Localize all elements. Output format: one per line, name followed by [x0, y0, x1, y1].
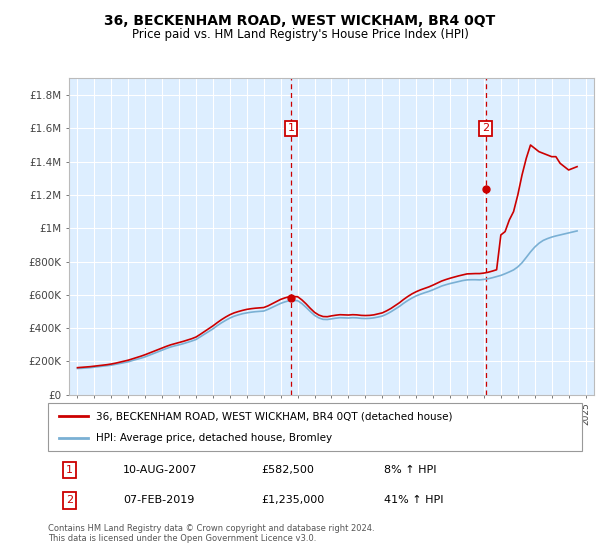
Text: 10-AUG-2007: 10-AUG-2007	[123, 465, 197, 475]
Text: £1,235,000: £1,235,000	[262, 496, 325, 506]
Text: 36, BECKENHAM ROAD, WEST WICKHAM, BR4 0QT (detached house): 36, BECKENHAM ROAD, WEST WICKHAM, BR4 0Q…	[96, 411, 452, 421]
Text: 36, BECKENHAM ROAD, WEST WICKHAM, BR4 0QT: 36, BECKENHAM ROAD, WEST WICKHAM, BR4 0Q…	[104, 14, 496, 28]
Text: Contains HM Land Registry data © Crown copyright and database right 2024.
This d: Contains HM Land Registry data © Crown c…	[48, 524, 374, 543]
Text: Price paid vs. HM Land Registry's House Price Index (HPI): Price paid vs. HM Land Registry's House …	[131, 28, 469, 41]
Text: 2: 2	[482, 123, 489, 133]
Text: 2: 2	[66, 496, 73, 506]
FancyBboxPatch shape	[48, 403, 582, 451]
Text: 1: 1	[66, 465, 73, 475]
Text: £582,500: £582,500	[262, 465, 314, 475]
Text: HPI: Average price, detached house, Bromley: HPI: Average price, detached house, Brom…	[96, 433, 332, 443]
Text: 1: 1	[287, 123, 295, 133]
Text: 41% ↑ HPI: 41% ↑ HPI	[385, 496, 444, 506]
Text: 8% ↑ HPI: 8% ↑ HPI	[385, 465, 437, 475]
Text: 07-FEB-2019: 07-FEB-2019	[123, 496, 194, 506]
